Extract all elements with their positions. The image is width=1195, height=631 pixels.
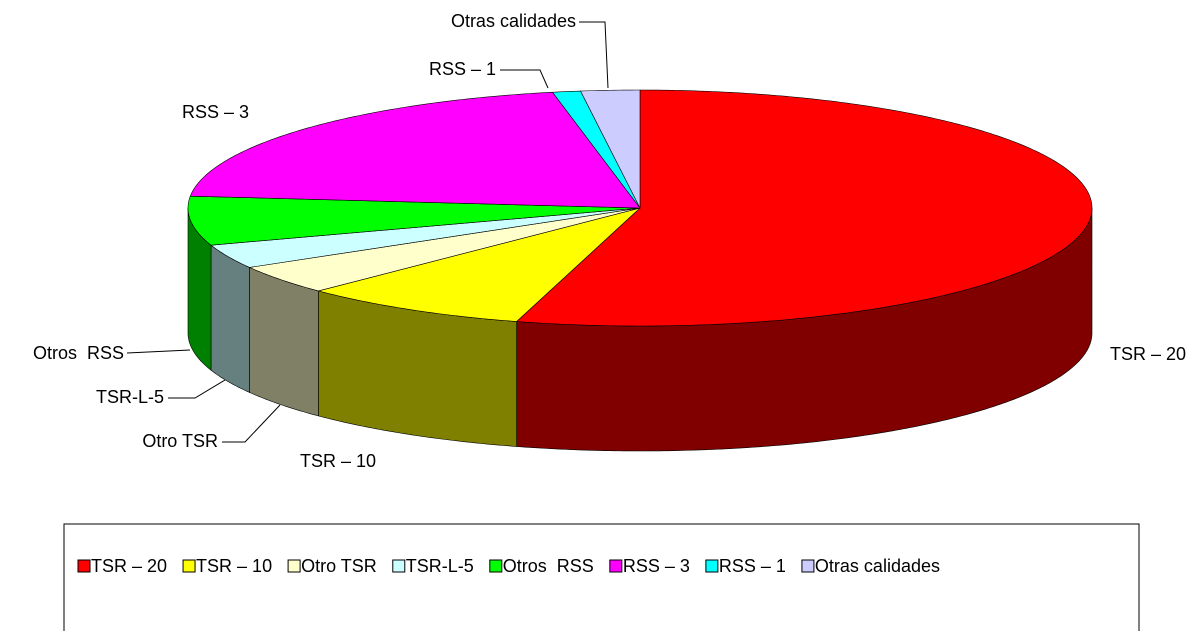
pie-slice (189, 91, 641, 209)
legend-label: TSR – 10 (196, 556, 272, 576)
leader-line (579, 21, 609, 89)
legend-swatch (182, 559, 196, 573)
pie-side (249, 266, 319, 417)
legend-swatch (287, 559, 301, 573)
legend-swatch (801, 559, 815, 573)
legend-swatch (77, 559, 91, 573)
legend-label: TSR-L-5 (406, 556, 474, 576)
leader-line (126, 349, 191, 354)
pie-slice (317, 207, 641, 322)
slice-label: Otros RSS (33, 343, 124, 363)
legend-label: Otro TSR (301, 556, 377, 576)
legend-swatch (489, 559, 503, 573)
slice-label: RSS – 1 (429, 59, 496, 79)
legend-label: Otras calidades (815, 556, 940, 576)
legend-swatch (392, 559, 406, 573)
pie-slice (248, 207, 641, 292)
leader-line (168, 379, 226, 399)
slice-label: Otras calidades (451, 11, 576, 31)
legend-box (63, 523, 1140, 631)
leader-line (500, 69, 549, 89)
legend-label: RSS – 1 (719, 556, 786, 576)
legend: TSR – 20 TSR – 10 Otro TSR TSR-L-5 Otros RSS… (77, 556, 940, 576)
legend-swatch (705, 559, 719, 573)
slice-label: Otro TSR (142, 431, 218, 451)
pie-side (210, 244, 250, 393)
legend-label: Otros RSS (503, 556, 594, 576)
pie-slice (187, 195, 641, 246)
slice-label: TSR – 10 (300, 451, 376, 471)
leader-line (222, 404, 281, 443)
pie-slice (580, 89, 641, 209)
pie-slice (515, 89, 1093, 327)
slice-label: TSR – 20 (1110, 344, 1186, 364)
slice-label: TSR-L-5 (96, 387, 164, 407)
pie-slice (210, 207, 641, 268)
pie-slice (551, 90, 641, 209)
legend-label: RSS – 3 (623, 556, 690, 576)
labels: TSR – 20 TSR – 10 Otro TSR TSR-L-5 Otros RSS… (33, 11, 1186, 471)
legend-swatch (609, 559, 623, 573)
pie (187, 89, 1093, 452)
slice-label: RSS – 3 (182, 102, 249, 122)
legend-label: TSR – 20 (91, 556, 167, 576)
